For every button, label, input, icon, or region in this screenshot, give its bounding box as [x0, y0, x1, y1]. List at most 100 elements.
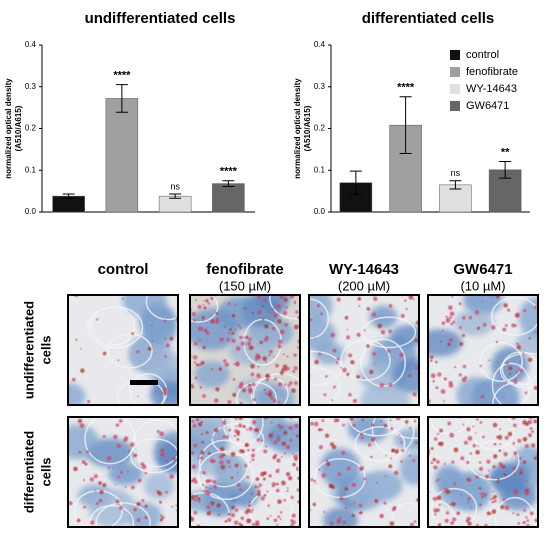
lipid-droplet — [482, 435, 485, 439]
lipid-droplet — [457, 512, 460, 515]
lipid-droplet — [366, 307, 370, 311]
lipid-droplet — [512, 423, 517, 428]
lipid-droplet — [505, 380, 508, 382]
lipid-droplet — [374, 498, 379, 504]
lipid-droplet — [81, 460, 86, 465]
lipid-droplet — [516, 345, 522, 350]
lipid-droplet — [281, 480, 286, 486]
lipid-droplet — [118, 505, 123, 510]
lipid-droplet — [102, 483, 107, 488]
lipid-droplet — [512, 512, 515, 514]
lipid-droplet — [500, 505, 505, 510]
lipid-droplet — [480, 394, 485, 399]
lipid-droplet — [461, 377, 467, 383]
lipid-droplet — [150, 324, 153, 327]
lipid-droplet — [127, 470, 130, 473]
lipid-droplet — [96, 318, 99, 321]
lipid-droplet — [413, 520, 417, 523]
lipid-droplet — [462, 364, 467, 369]
micrograph — [190, 295, 300, 405]
lipid-droplet — [160, 514, 162, 517]
lipid-droplet — [525, 480, 528, 483]
lipid-droplet — [389, 419, 392, 422]
lipid-droplet — [255, 477, 260, 482]
lipid-droplet — [318, 445, 324, 450]
lipid-droplet — [509, 372, 512, 376]
lipid-droplet — [486, 511, 491, 516]
lipid-droplet — [345, 335, 351, 340]
lipid-droplet — [447, 421, 452, 426]
cell-outline — [106, 333, 153, 369]
lipid-droplet — [256, 492, 261, 497]
lipid-droplet — [433, 465, 438, 470]
lipid-droplet — [291, 388, 296, 394]
lipid-droplet — [432, 496, 438, 502]
nucleus — [217, 297, 262, 330]
lipid-droplet — [294, 324, 299, 330]
lipid-droplet — [207, 302, 210, 305]
lipid-droplet — [277, 515, 280, 519]
lipid-droplet — [200, 360, 205, 365]
lipid-droplet — [198, 363, 202, 367]
cell-outline — [490, 296, 538, 336]
lipid-droplet — [276, 458, 281, 463]
lipid-droplet — [191, 311, 196, 317]
legend-label: GW6471 — [466, 100, 509, 112]
lipid-droplet — [496, 481, 500, 484]
lipid-droplet — [277, 499, 282, 504]
nucleus — [88, 488, 137, 527]
lipid-droplet — [80, 348, 82, 350]
lipid-droplet — [202, 346, 206, 350]
lipid-droplet — [84, 462, 88, 466]
lipid-droplet — [524, 444, 529, 449]
lipid-droplet — [488, 469, 490, 472]
lipid-droplet — [160, 452, 165, 457]
lipid-droplet — [523, 308, 527, 313]
lipid-droplet — [361, 419, 364, 422]
lipid-droplet — [281, 441, 286, 446]
lipid-droplet — [383, 423, 388, 428]
micrograph — [428, 295, 538, 405]
lipid-droplet — [212, 480, 217, 484]
lipid-droplet — [351, 514, 355, 518]
lipid-droplet — [513, 451, 518, 456]
lipid-droplet — [344, 506, 347, 510]
lipid-droplet — [233, 499, 235, 502]
bar — [105, 98, 139, 213]
lipid-droplet — [243, 463, 246, 465]
lipid-droplet — [221, 421, 226, 426]
lipid-droplet — [231, 331, 235, 335]
lipid-droplet — [252, 522, 256, 527]
lipid-droplet — [239, 488, 243, 492]
lipid-droplet — [452, 517, 457, 522]
lipid-droplet — [534, 330, 538, 333]
lipid-droplet — [283, 498, 287, 502]
lipid-droplet — [370, 455, 373, 459]
lipid-droplet — [285, 306, 288, 310]
lipid-droplet — [272, 398, 277, 403]
lipid-droplet — [227, 400, 232, 405]
lipid-droplet — [252, 398, 256, 401]
lipid-droplet — [513, 473, 516, 476]
cell-outline — [269, 295, 300, 320]
lipid-droplet — [390, 457, 393, 460]
lipid-droplet — [248, 337, 252, 342]
lipid-droplet — [477, 445, 480, 447]
concentration-label: (200 µM) — [338, 278, 390, 293]
lipid-droplet — [399, 352, 404, 358]
lipid-droplet — [462, 316, 466, 320]
lipid-droplet — [117, 475, 120, 479]
lipid-droplet — [479, 421, 483, 424]
lipid-droplet — [400, 441, 403, 444]
micrograph — [190, 417, 300, 527]
lipid-droplet — [246, 341, 252, 346]
error-bar — [449, 180, 462, 190]
lipid-droplet — [391, 448, 395, 453]
lipid-droplet — [205, 330, 210, 335]
lipid-droplet — [346, 372, 350, 376]
lipid-droplet — [328, 483, 334, 489]
lipid-droplet — [270, 396, 274, 400]
lipid-droplet — [154, 390, 157, 393]
lipid-droplet — [529, 427, 533, 430]
lipid-droplet — [201, 483, 204, 486]
